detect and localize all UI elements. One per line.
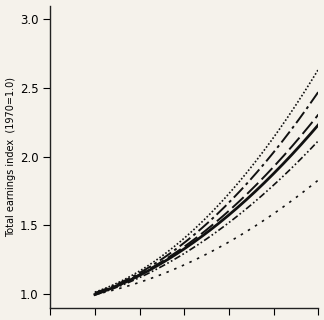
Y-axis label: Total earnings index  (1970=1.0): Total earnings index (1970=1.0) [6,76,16,236]
